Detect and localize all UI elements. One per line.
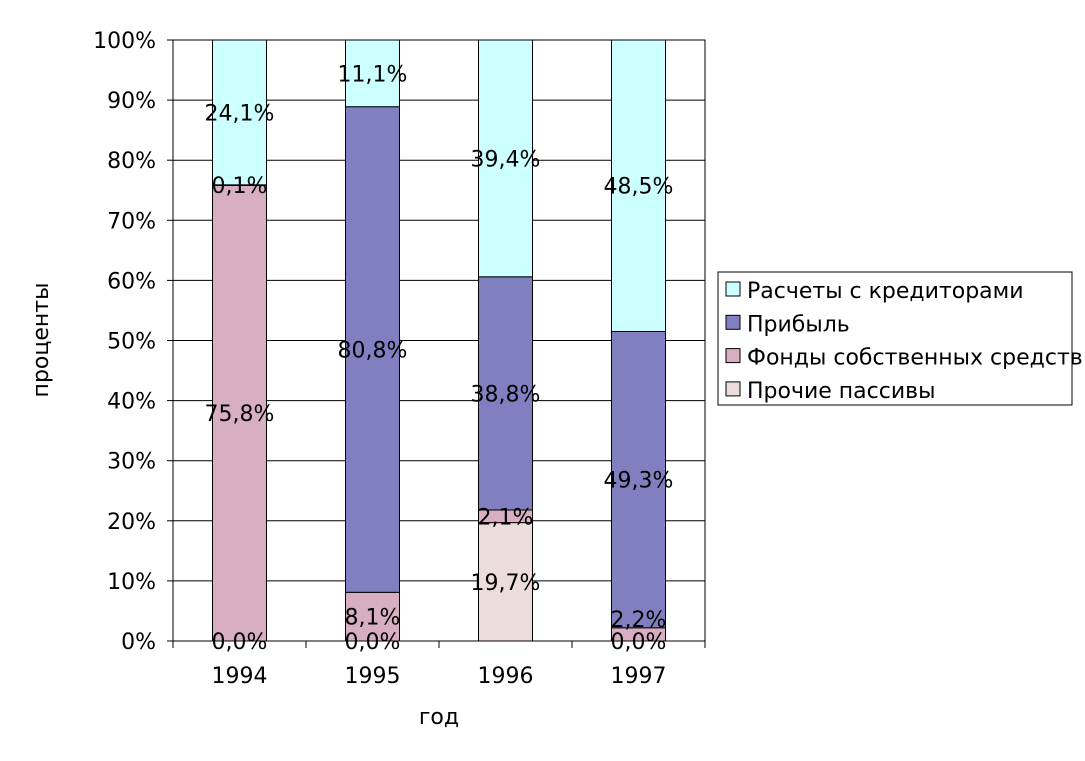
data-label: 0,0% xyxy=(345,630,401,655)
legend-label: Прибыль xyxy=(747,312,850,337)
bars xyxy=(212,39,666,642)
data-label: 0,1% xyxy=(212,174,268,199)
bar-segment xyxy=(478,39,533,278)
axes: 0% 10% 20% 30% 40% 50% 60% 70% 80% 90% 100% 1994 199… xyxy=(93,29,706,689)
legend-swatch xyxy=(725,348,741,364)
y-tick-label: 10% xyxy=(107,570,156,595)
data-label: 2,1% xyxy=(478,505,534,530)
data-labels: 0,0%75,8%0,1%24,1%0,0%8,1%80,8%11,1%19,7… xyxy=(205,62,674,655)
legend-frame xyxy=(717,271,1073,406)
data-label: 0,0% xyxy=(212,630,268,655)
data-label: 48,5% xyxy=(604,175,674,200)
legend-label: Расчеты с кредиторами xyxy=(747,279,1024,304)
legend-label: Фонды собственных средств xyxy=(747,346,1083,371)
legend: Расчеты с кредиторами Прибыль Фонды собств… xyxy=(717,271,1083,406)
data-label: 11,1% xyxy=(338,62,408,87)
data-label: 80,8% xyxy=(338,339,408,364)
legend-items: Расчеты с кредиторами Прибыль Фонды собств… xyxy=(725,279,1083,404)
data-label: 75,8% xyxy=(205,402,275,427)
y-tick-label: 60% xyxy=(107,269,156,294)
legend-swatch xyxy=(725,314,741,330)
bar-segment xyxy=(345,106,400,593)
data-label: 39,4% xyxy=(471,147,541,172)
y-tick-label: 40% xyxy=(107,390,156,415)
bar-segment xyxy=(478,276,533,511)
bar-segment xyxy=(212,39,267,186)
data-label: 19,7% xyxy=(471,571,541,596)
bar-segment xyxy=(345,591,400,642)
y-tick-label: 30% xyxy=(107,450,156,475)
bar-segment xyxy=(611,39,666,332)
y-tick-label: 70% xyxy=(107,209,156,234)
bar-segment xyxy=(212,184,267,642)
bar-segment xyxy=(478,522,533,642)
data-label: 0,0% xyxy=(611,630,667,655)
x-tick-label: 1996 xyxy=(478,664,534,689)
x-axis-title: год xyxy=(419,705,459,730)
data-label: 24,1% xyxy=(205,101,275,126)
y-tick-label: 80% xyxy=(107,149,156,174)
x-tick-label: 1995 xyxy=(345,664,401,689)
data-label: 8,1% xyxy=(345,606,401,631)
x-tick-label: 1997 xyxy=(611,664,667,689)
y-tick-label: 20% xyxy=(107,510,156,535)
x-tick-label: 1994 xyxy=(212,664,268,689)
y-tick-label: 50% xyxy=(107,330,156,355)
y-tick-label: 0% xyxy=(121,630,156,655)
legend-swatch xyxy=(725,281,741,297)
legend-label: Прочие пассивы xyxy=(747,379,935,404)
data-label: 38,8% xyxy=(471,382,541,407)
bar-segment xyxy=(611,330,666,629)
y-tick-label: 90% xyxy=(107,89,156,114)
y-tick-label: 100% xyxy=(93,29,156,54)
legend-swatch xyxy=(725,381,741,397)
y-axis-title: проценты xyxy=(29,283,54,398)
data-label: 2,2% xyxy=(611,608,667,633)
data-label: 49,3% xyxy=(604,469,674,494)
bar-segment xyxy=(345,39,400,108)
